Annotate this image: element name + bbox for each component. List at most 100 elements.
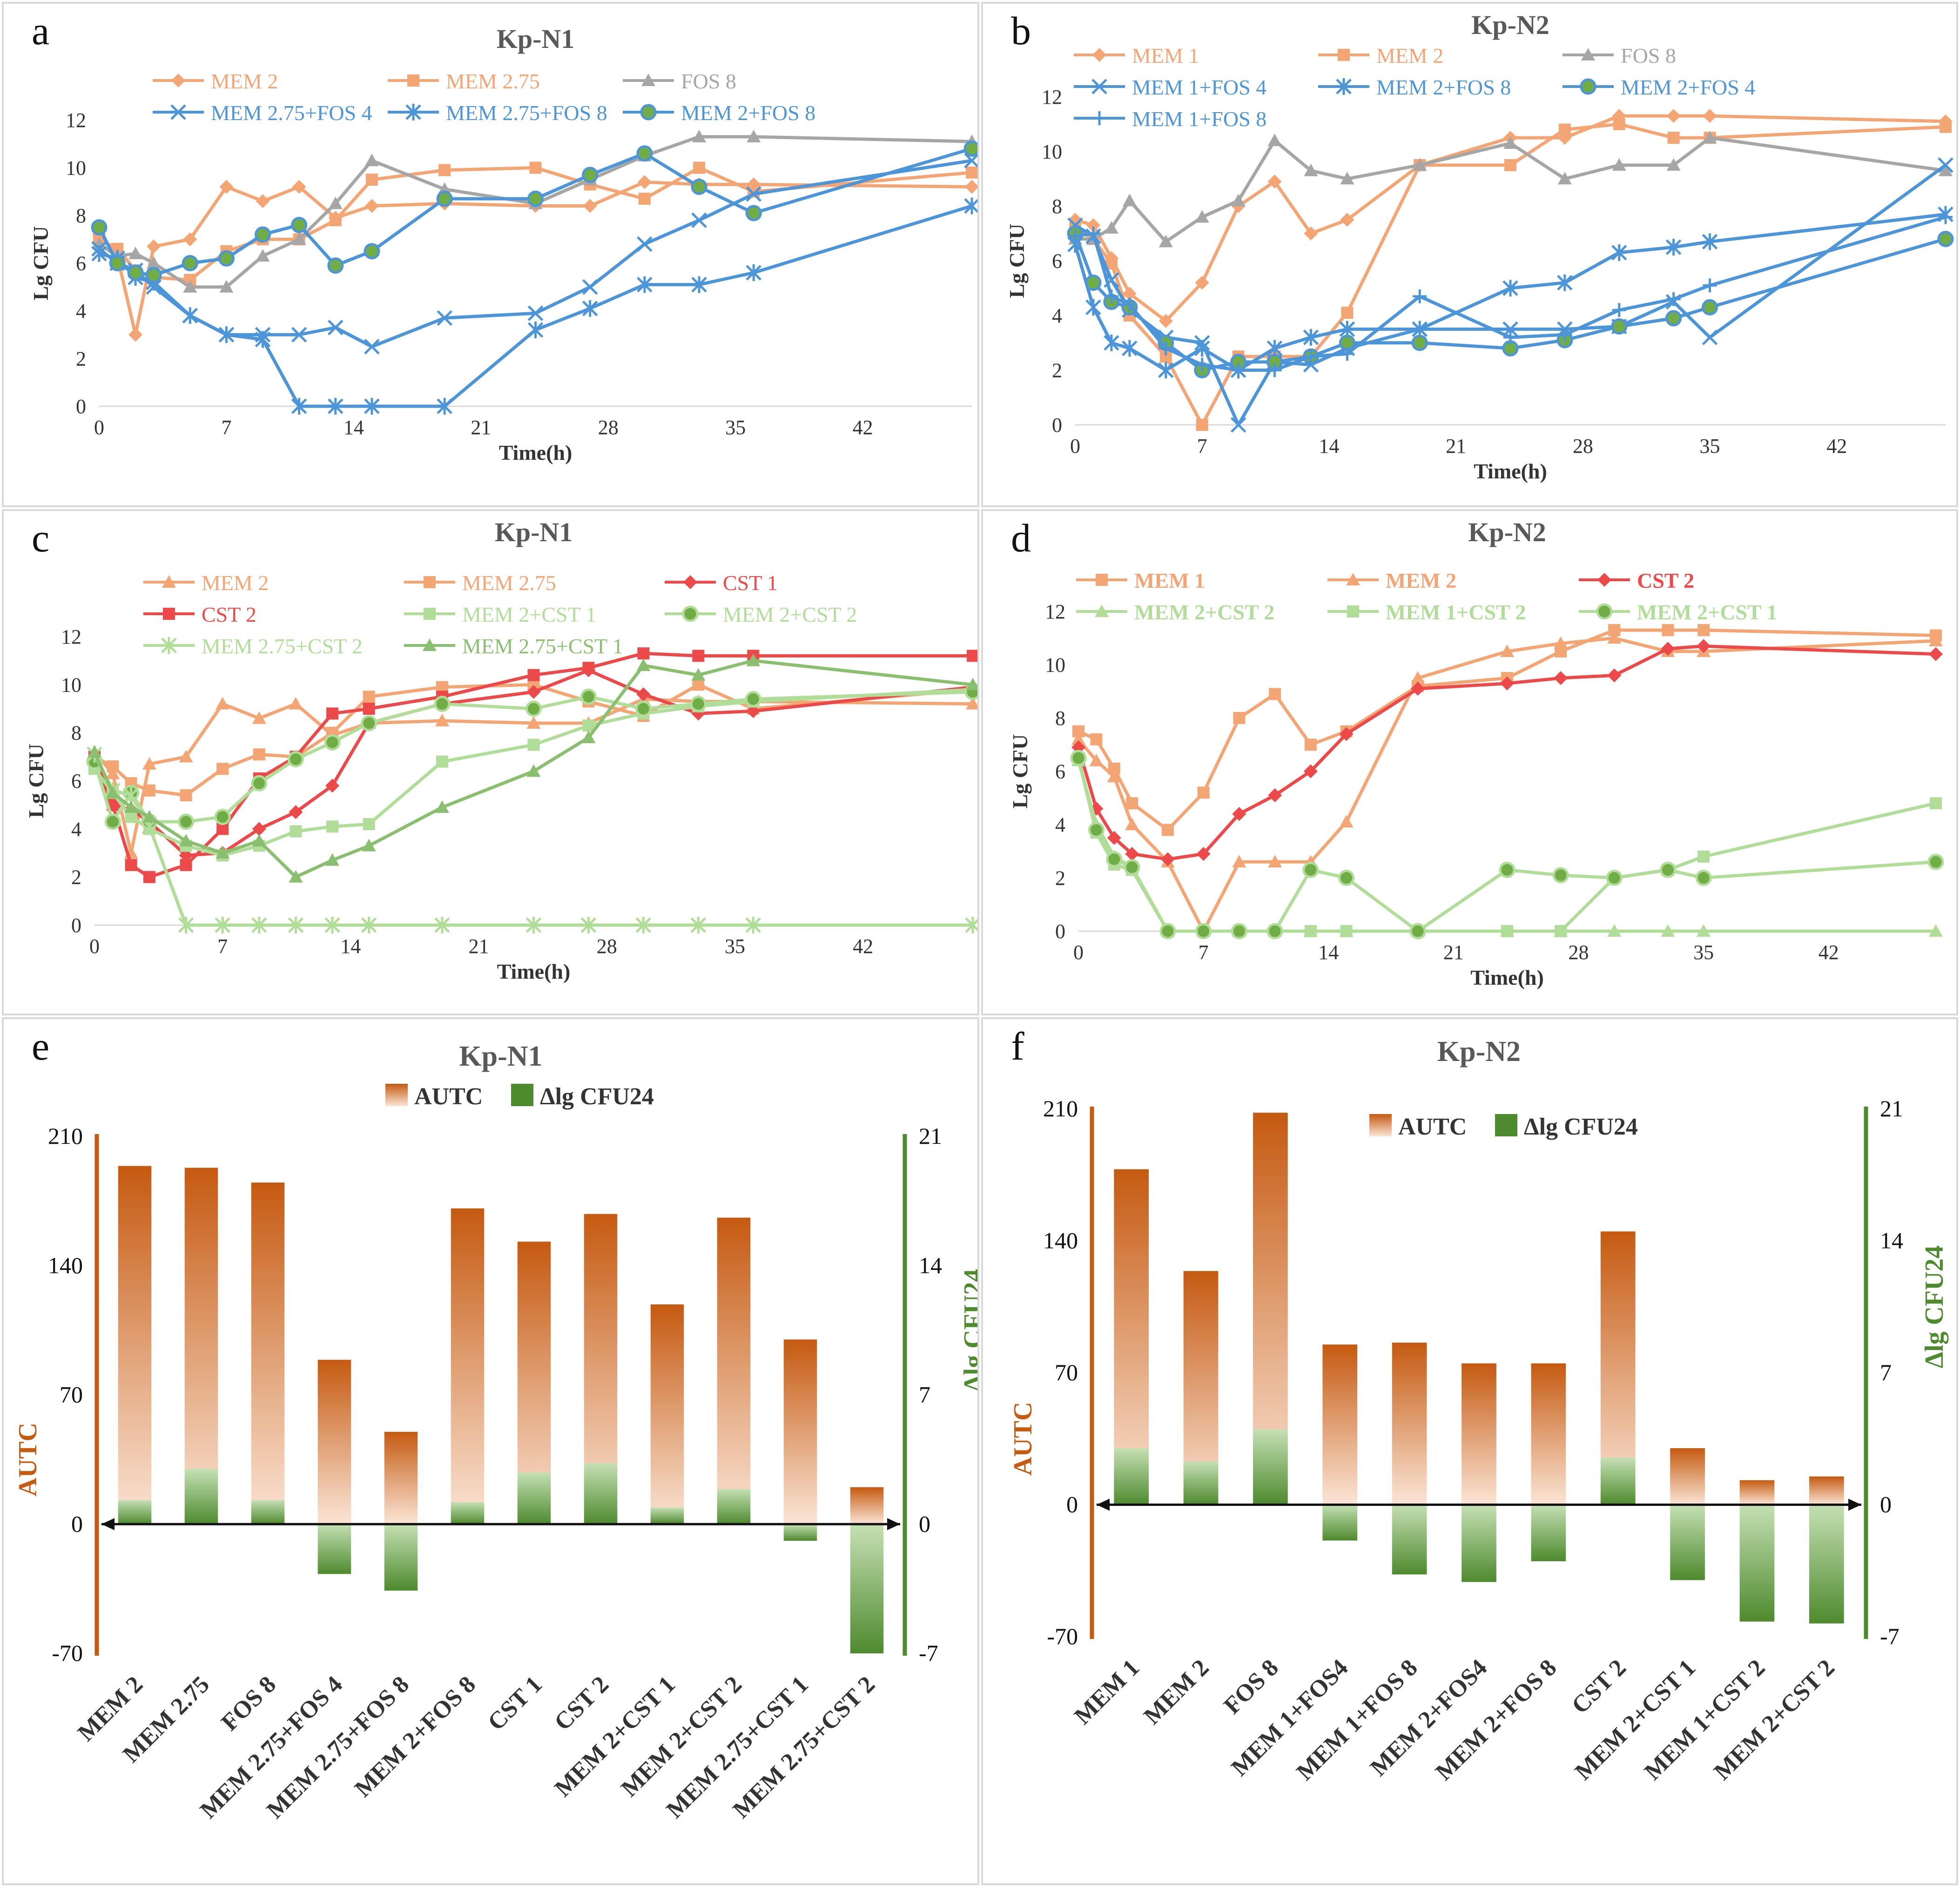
data-point [256,249,270,262]
delta-bar [1253,1429,1288,1505]
data-point [292,180,306,194]
data-point [1504,159,1516,171]
data-point [637,175,652,189]
y2-axis-label: Δlg CFU24 [1920,1245,1949,1368]
data-point [1267,134,1282,146]
legend-label: MEM 2+CST 1 [1637,600,1777,624]
data-point [179,750,193,763]
data-point [691,276,707,293]
arrow-left [1097,1498,1110,1511]
y-tick-label: 210 [48,1123,83,1149]
chart-title: Kp-N2 [1468,517,1546,547]
y-axis-label: AUTC [13,1423,42,1497]
data-point [438,164,451,176]
data-point [179,834,193,847]
bar-group: MEM 2+CST 2 [1709,1476,1844,1785]
data-point [1499,861,1515,878]
y-axis-label: Lg CFU [1005,224,1029,298]
data-point [967,650,977,662]
legend-label: FOS 8 [1621,44,1676,67]
autc-bar [1670,1448,1705,1505]
y-tick-label: 2 [71,866,81,889]
legend-label: MEM 2+CST 2 [723,603,857,626]
autc-bar [783,1339,817,1524]
legend-label-delta: Δlg CFU24 [540,1083,654,1110]
x-tick-label: 42 [853,935,873,958]
data-point [965,180,977,194]
bar-group: MEM 2 [73,1166,152,1746]
data-point [1304,226,1318,241]
data-point [361,917,377,933]
legend-label: MEM 2 [202,571,269,595]
data-point [635,700,652,717]
data-point [218,326,235,343]
data-point [1612,303,1626,317]
y-axis-label: AUTC [1009,1402,1037,1476]
data-point [693,161,706,174]
delta-bar [1531,1504,1566,1561]
data-point [963,141,977,157]
data-point [1095,604,1109,617]
data-point [1160,852,1175,866]
legend-item: MEM 2+FOS 8 [623,101,815,125]
data-point [582,300,598,317]
data-point [637,236,653,252]
series [91,197,977,415]
data-point [1232,855,1246,868]
data-point [526,764,541,777]
legend-item: MEM 2.75+FOS 8 [388,101,607,125]
y-tick-label: 4 [1052,304,1062,327]
data-point [1346,573,1360,585]
x-tick-label: 14 [344,416,364,439]
autc-bar [251,1182,285,1524]
panel-c: c Kp-N1 MEM 2 MEM 2.75 CST 1 CST 2 MEM 2+CST … [2,509,979,1015]
data-point [1939,210,1953,224]
y-tick-label: 6 [1052,250,1062,273]
data-point [252,822,266,836]
y-tick-label: 8 [71,722,81,745]
data-point [1930,797,1942,810]
series-line [99,204,973,408]
data-point [325,779,340,793]
data-point [526,716,541,729]
legend-label: MEM 2+CST 1 [462,603,596,626]
y-tick-label: 10 [66,157,86,180]
autc-bar [1392,1343,1427,1505]
legend: AUTC Δlg CFU24 [385,1083,654,1110]
data-point [747,129,761,142]
data-point [583,199,597,213]
y-tick-label: -70 [52,1640,83,1666]
data-point [163,608,175,620]
legend-swatch-autc [385,1084,408,1106]
x-tick-label: 35 [1693,941,1714,964]
data-point [1104,334,1119,351]
delta-bar [317,1524,351,1574]
x-tick-label: 0 [1070,435,1080,457]
data-point [1338,870,1355,886]
data-point [1088,821,1105,838]
data-point [182,255,198,271]
data-point [251,917,267,933]
autc-bar [650,1304,684,1524]
legend-label: MEM 2+FOS 8 [681,101,815,125]
x-axis-label: Time(h) [1474,459,1547,483]
y-tick-label: 8 [76,204,86,227]
data-point [291,398,307,415]
data-point [1557,172,1572,185]
x-tick-label: 21 [1446,435,1466,457]
data-point [1596,603,1613,620]
y-tick-label: 140 [48,1252,83,1278]
x-tick-label: 21 [471,416,491,439]
data-point [1339,815,1354,828]
data-point [170,104,186,120]
data-point [219,180,234,194]
delta-bar [650,1507,684,1524]
data-point [363,818,375,830]
delta-bar [1739,1504,1775,1622]
category-label: MEM 2+CST 2 [1709,1654,1840,1785]
data-point [1085,299,1101,316]
legend-label-autc: AUTC [1398,1114,1467,1140]
data-point [1089,753,1104,766]
y2-tick-label: 14 [919,1252,942,1278]
data-point [682,605,699,622]
